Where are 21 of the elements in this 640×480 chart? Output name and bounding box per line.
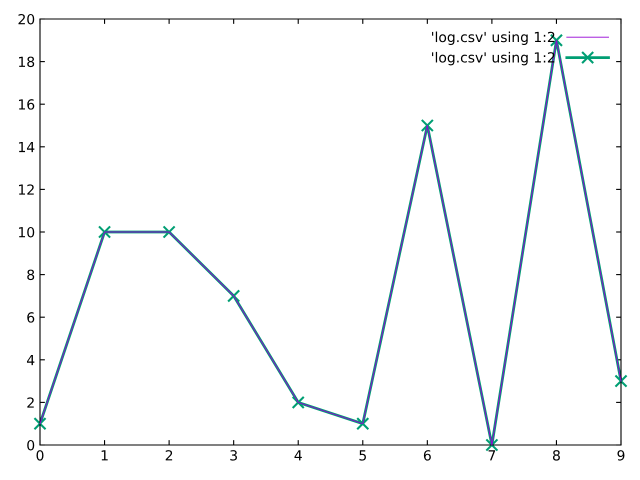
y-tick-label: 8 — [27, 270, 34, 280]
y-tick-label: 12 — [18, 184, 34, 195]
y-tick-label: 0 — [27, 440, 34, 450]
y-tick-label: 18 — [18, 56, 34, 68]
x-tick-label: 3 — [230, 450, 237, 461]
x-tick-label: 8 — [552, 450, 560, 461]
y-tick-label: 6 — [27, 312, 34, 323]
x-tick-label: 4 — [294, 450, 302, 460]
y-tick-label: 4 — [26, 354, 34, 366]
y-tick-label: 14 — [18, 142, 34, 152]
y-tick-label: 20 — [18, 14, 34, 24]
x-tick-label: 9 — [617, 450, 624, 461]
x-tick-label: 0 — [36, 450, 44, 461]
y-tick-label: 10 — [18, 226, 34, 238]
y-tick-label: 2 — [27, 397, 34, 408]
x-tick-label: 1 — [102, 450, 108, 460]
y-tick-label: 16 — [18, 99, 34, 110]
x-tick-label: 7 — [488, 450, 496, 460]
x-tick-label: 2 — [166, 450, 172, 460]
x-tick-label: 6 — [424, 450, 431, 461]
x-tick-label: 5 — [359, 450, 366, 461]
